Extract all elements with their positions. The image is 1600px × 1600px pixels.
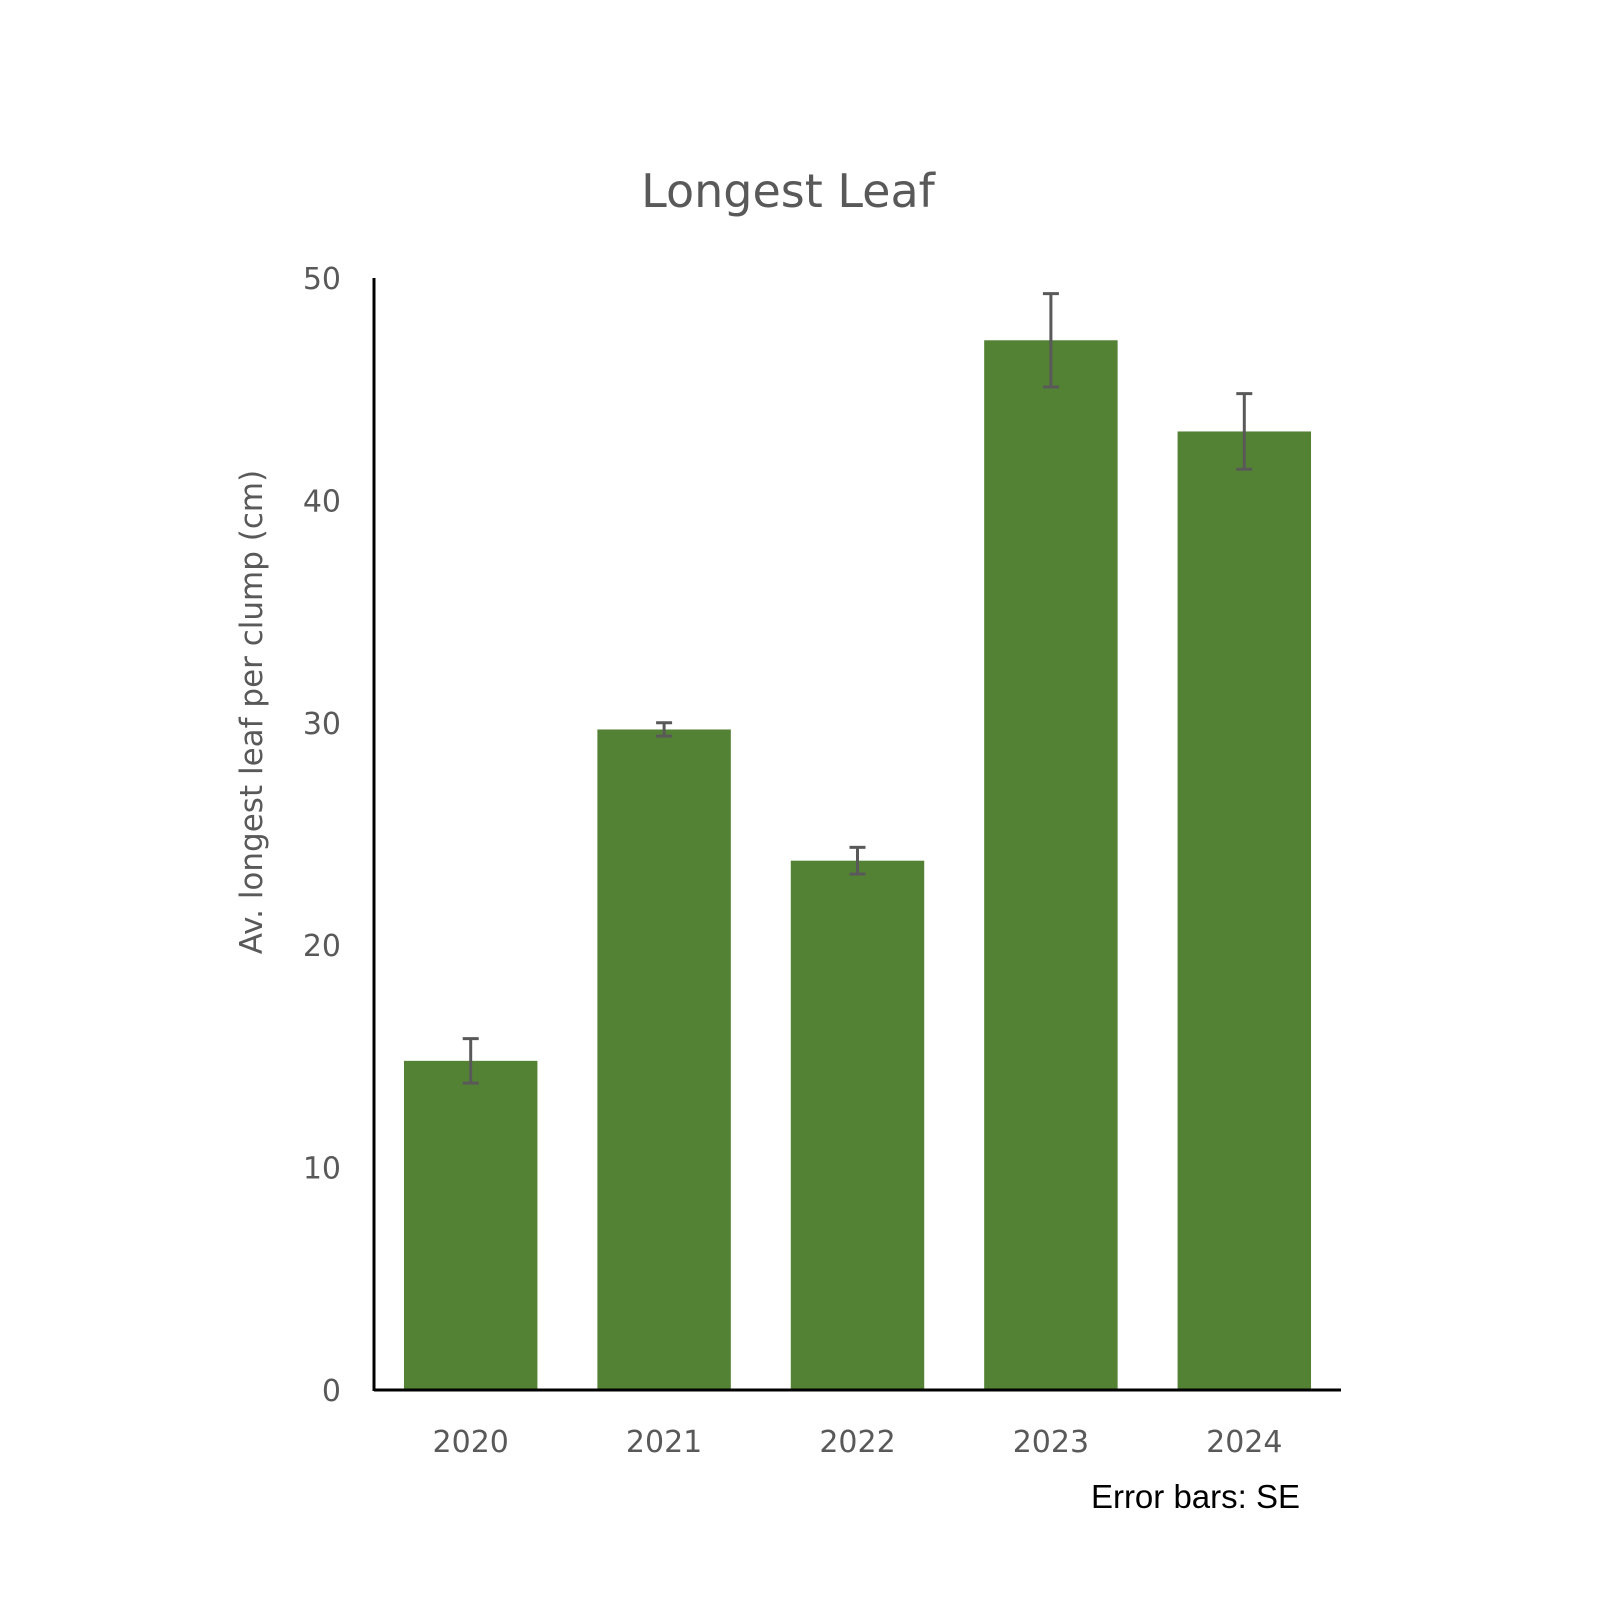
x-tick-labels: 2020 2021 2022 2023 2024 bbox=[433, 1425, 1283, 1460]
error-bars-note: Error bars: SE bbox=[1091, 1478, 1300, 1515]
y-axis-label: Av. longest leaf per clump (cm) bbox=[234, 470, 270, 954]
y-tick-label: 0 bbox=[322, 1374, 341, 1409]
x-tick-label-2020: 2020 bbox=[433, 1425, 509, 1460]
y-tick-labels: 0 10 20 30 40 50 bbox=[303, 262, 341, 1409]
error-bar-2020 bbox=[462, 1037, 479, 1085]
error-bar-2022 bbox=[849, 845, 866, 876]
error-bar-2024 bbox=[1236, 392, 1253, 471]
y-tick-label: 20 bbox=[303, 929, 341, 964]
chart-title: Longest Leaf bbox=[641, 164, 937, 218]
bar-2022 bbox=[790, 860, 925, 1390]
y-tick-label: 40 bbox=[303, 484, 341, 519]
bars bbox=[403, 340, 1312, 1391]
x-tick-label-2024: 2024 bbox=[1206, 1425, 1282, 1460]
x-tick-label-2023: 2023 bbox=[1013, 1425, 1089, 1460]
x-tick-label-2021: 2021 bbox=[626, 1425, 702, 1460]
error-bars bbox=[462, 292, 1253, 1085]
error-bar-2021 bbox=[656, 721, 673, 738]
x-tick-label-2022: 2022 bbox=[819, 1425, 895, 1460]
error-bar-2023 bbox=[1042, 292, 1059, 389]
y-tick-label: 30 bbox=[303, 707, 341, 742]
y-tick-label: 50 bbox=[303, 262, 341, 297]
bar-2020 bbox=[403, 1060, 538, 1390]
y-tick-label: 10 bbox=[303, 1152, 341, 1187]
bar-2023 bbox=[984, 340, 1118, 1391]
bar-2021 bbox=[597, 729, 731, 1390]
bar-2024 bbox=[1177, 431, 1312, 1390]
